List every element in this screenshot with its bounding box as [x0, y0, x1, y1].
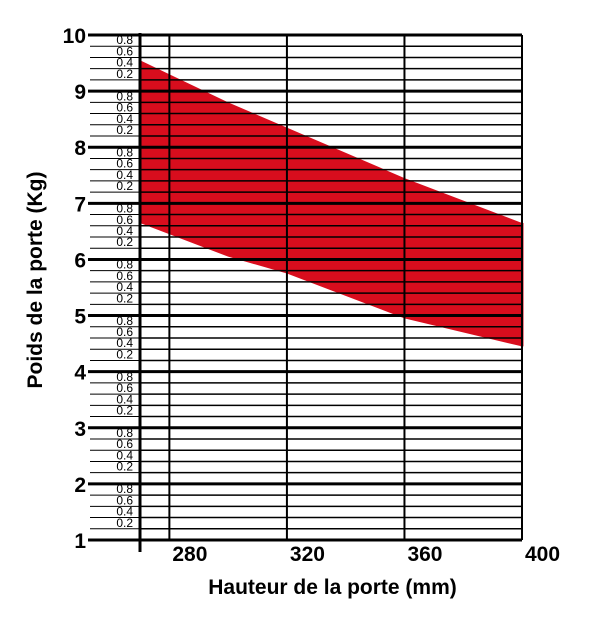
- y-minor-tick-label: 0.6: [116, 44, 133, 58]
- x-tick-label: 320: [290, 543, 325, 566]
- y-minor-tick-label: 0.6: [116, 269, 133, 283]
- y-minor-tick-label: 0.4: [116, 280, 133, 294]
- y-minor-tick-label: 0.8: [116, 202, 133, 216]
- y-axis-title: Poids de la porte (Kg): [24, 171, 47, 389]
- y-major-tick-label: 9: [74, 81, 86, 104]
- y-minor-tick-label: 0.6: [116, 325, 133, 339]
- y-major-tick-label: 5: [74, 306, 86, 329]
- y-minor-tick-label: 0.2: [116, 67, 133, 81]
- y-minor-tick-label: 0.2: [116, 291, 133, 305]
- y-minor-tick-label: 0.4: [116, 224, 133, 238]
- y-minor-tick-label: 0.4: [116, 336, 133, 350]
- x-tick-label: 400: [525, 543, 560, 566]
- x-tick-label: 280: [172, 543, 207, 566]
- y-minor-tick-label: 0.8: [116, 370, 133, 384]
- y-minor-tick-label: 0.4: [116, 168, 133, 182]
- y-major-tick-label: 7: [74, 193, 86, 216]
- x-axis-title: Hauteur de la porte (mm): [208, 576, 457, 599]
- y-major-tick-label: 8: [74, 137, 86, 160]
- y-minor-tick-label: 0.2: [116, 235, 133, 249]
- y-minor-tick-label: 0.6: [116, 157, 133, 171]
- y-major-tick-label: 4: [74, 362, 86, 385]
- y-minor-tick-label: 0.2: [116, 179, 133, 193]
- y-minor-tick-label: 0.2: [116, 460, 133, 474]
- y-minor-tick-label: 0.8: [116, 426, 133, 440]
- y-minor-tick-label: 0.6: [116, 493, 133, 507]
- y-minor-tick-label: 0.6: [116, 381, 133, 395]
- y-minor-tick-label: 0.2: [116, 123, 133, 137]
- y-major-tick-label: 6: [74, 249, 86, 272]
- y-minor-tick-label: 0.6: [116, 101, 133, 115]
- y-minor-tick-label: 0.8: [116, 145, 133, 159]
- y-minor-tick-label: 0.8: [116, 482, 133, 496]
- y-major-tick-label: 2: [74, 474, 86, 497]
- y-minor-tick-label: 0.4: [116, 505, 133, 519]
- y-major-tick-label: 10: [63, 25, 86, 48]
- y-major-tick-label: 1: [74, 530, 86, 553]
- y-minor-tick-label: 0.8: [116, 258, 133, 272]
- y-minor-tick-label: 0.2: [116, 347, 133, 361]
- y-minor-tick-label: 0.6: [116, 213, 133, 227]
- y-minor-tick-label: 0.2: [116, 516, 133, 530]
- y-major-tick-label: 3: [74, 418, 86, 441]
- y-minor-tick-label: 0.4: [116, 448, 133, 462]
- y-minor-tick-label: 0.4: [116, 392, 133, 406]
- y-minor-tick-label: 0.6: [116, 437, 133, 451]
- x-tick-label: 360: [407, 543, 442, 566]
- y-minor-tick-label: 0.4: [116, 112, 133, 126]
- y-minor-tick-label: 0.4: [116, 56, 133, 70]
- y-minor-tick-label: 0.2: [116, 404, 133, 418]
- y-minor-tick-label: 0.8: [116, 89, 133, 103]
- y-minor-tick-label: 0.8: [116, 314, 133, 328]
- y-minor-tick-label: 0.8: [116, 33, 133, 47]
